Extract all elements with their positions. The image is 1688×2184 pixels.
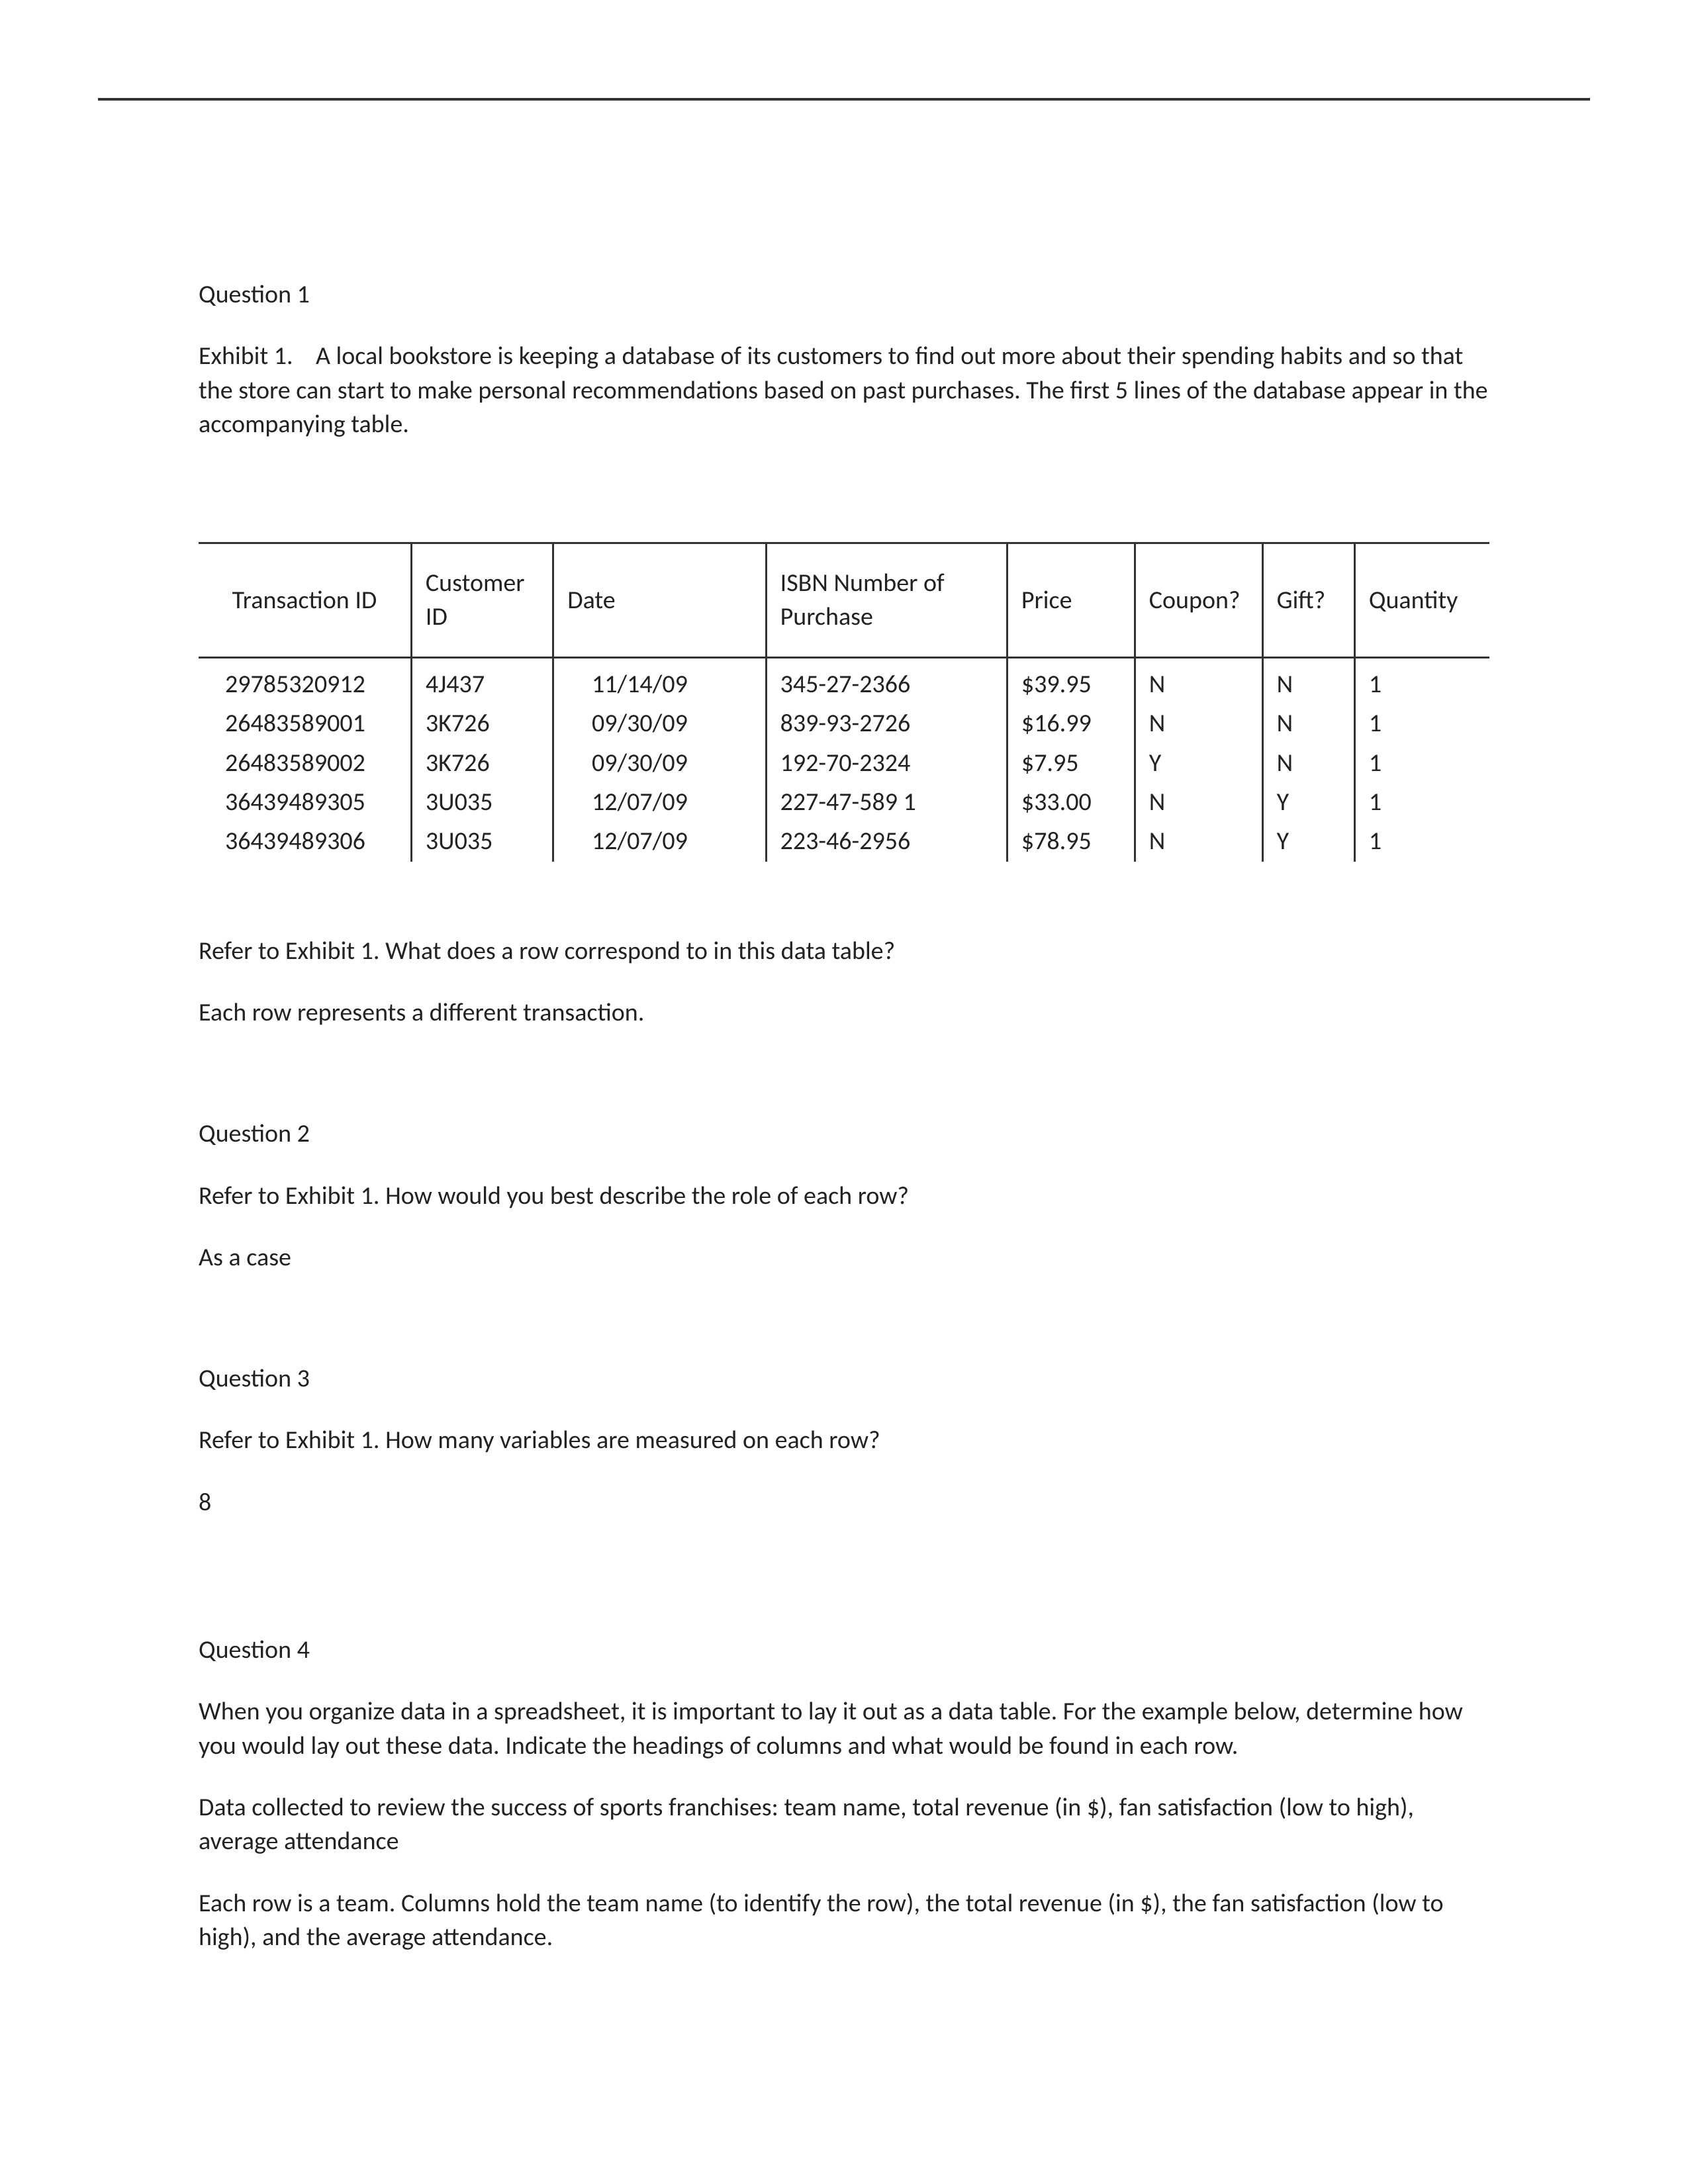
table-cell: 3K726: [411, 744, 553, 783]
table-cell: 36439489305: [199, 783, 411, 822]
table-cell: 09/30/09: [553, 744, 766, 783]
table-cell: $16.99: [1007, 704, 1135, 743]
table-cell: $7.95: [1007, 744, 1135, 783]
q3-heading: Question 3: [199, 1362, 1489, 1396]
table-cell: 3U035: [411, 822, 553, 861]
table-cell: 29785320912: [199, 658, 411, 705]
page: Question 1 Exhibit 1. A local bookstore …: [0, 0, 1688, 2184]
q1-heading: Question 1: [199, 278, 1489, 312]
table-cell: 26483589002: [199, 744, 411, 783]
table-cell: Y: [1262, 822, 1354, 861]
q4-prompt: When you organize data in a spreadsheet,…: [199, 1695, 1489, 1763]
table-cell: 1: [1354, 658, 1489, 705]
col-quantity: Quantity: [1354, 543, 1489, 658]
spacer: [199, 469, 1489, 529]
col-isbn: ISBN Number of Purchase: [766, 543, 1007, 658]
col-price: Price: [1007, 543, 1135, 658]
table-cell: 345-27-2366: [766, 658, 1007, 705]
q2-heading: Question 2: [199, 1117, 1489, 1151]
header-rule: [98, 98, 1590, 101]
table-cell: N: [1135, 704, 1262, 743]
col-gift: Gift?: [1262, 543, 1354, 658]
table-cell: $78.95: [1007, 822, 1135, 861]
table-row: 264835890013K72609/30/09839-93-2726$16.9…: [199, 704, 1489, 743]
table-cell: 4J437: [411, 658, 553, 705]
table-cell: N: [1135, 658, 1262, 705]
table-cell: 1: [1354, 744, 1489, 783]
q1-answer: Each row represents a different transact…: [199, 996, 1489, 1030]
table-cell: 12/07/09: [553, 822, 766, 861]
spacer: [199, 1058, 1489, 1117]
table-cell: N: [1135, 783, 1262, 822]
table-row: 264835890023K72609/30/09192-70-2324$7.95…: [199, 744, 1489, 783]
q3-answer: 8: [199, 1486, 1489, 1520]
table-row: 364394893053U03512/07/09227-47-589 1$33.…: [199, 783, 1489, 822]
table-body: 297853209124J43711/14/09345-27-2366$39.9…: [199, 658, 1489, 862]
spacer: [199, 1302, 1489, 1362]
table-cell: 1: [1354, 704, 1489, 743]
table-cell: $39.95: [1007, 658, 1135, 705]
table-cell: 1: [1354, 822, 1489, 861]
col-date: Date: [553, 543, 766, 658]
table-cell: Y: [1262, 783, 1354, 822]
table-cell: N: [1135, 822, 1262, 861]
table-row: 297853209124J43711/14/09345-27-2366$39.9…: [199, 658, 1489, 705]
exhibit1-table: Transaction ID Customer ID Date ISBN Num…: [199, 542, 1489, 861]
table-row: 364394893063U03512/07/09223-46-2956$78.9…: [199, 822, 1489, 861]
table-cell: 192-70-2324: [766, 744, 1007, 783]
col-coupon: Coupon?: [1135, 543, 1262, 658]
table-cell: 3U035: [411, 783, 553, 822]
q1-exhibit: Exhibit 1. A local bookstore is keeping …: [199, 340, 1489, 441]
q1-prompt: Refer to Exhibit 1. What does a row corr…: [199, 934, 1489, 968]
table-cell: $33.00: [1007, 783, 1135, 822]
exhibit-text: A local bookstore is keeping a database …: [199, 341, 1488, 439]
table-cell: N: [1262, 704, 1354, 743]
spacer: [199, 875, 1489, 934]
table-header-row: Transaction ID Customer ID Date ISBN Num…: [199, 543, 1489, 658]
table-cell: 1: [1354, 783, 1489, 822]
table-cell: 11/14/09: [553, 658, 766, 705]
q2-prompt: Refer to Exhibit 1. How would you best d…: [199, 1179, 1489, 1213]
table-cell: 839-93-2726: [766, 704, 1007, 743]
table-cell: 223-46-2956: [766, 822, 1007, 861]
q3-prompt: Refer to Exhibit 1. How many variables a…: [199, 1424, 1489, 1457]
page-content: Question 1 Exhibit 1. A local bookstore …: [199, 278, 1489, 1982]
q2-answer: As a case: [199, 1241, 1489, 1275]
q4-data: Data collected to review the success of …: [199, 1791, 1489, 1859]
col-transaction-id: Transaction ID: [199, 543, 411, 658]
col-customer-id: Customer ID: [411, 543, 553, 658]
table-cell: 3K726: [411, 704, 553, 743]
table-cell: 09/30/09: [553, 704, 766, 743]
table-cell: 26483589001: [199, 704, 411, 743]
table-cell: N: [1262, 658, 1354, 705]
table-cell: N: [1262, 744, 1354, 783]
table-cell: 12/07/09: [553, 783, 766, 822]
table-cell: 227-47-589 1: [766, 783, 1007, 822]
q4-answer: Each row is a team. Columns hold the tea…: [199, 1887, 1489, 1955]
table-cell: Y: [1135, 744, 1262, 783]
q4-heading: Question 4: [199, 1633, 1489, 1667]
spacer: [199, 1547, 1489, 1633]
table-cell: 36439489306: [199, 822, 411, 861]
exhibit-label: Exhibit 1.: [199, 341, 293, 371]
